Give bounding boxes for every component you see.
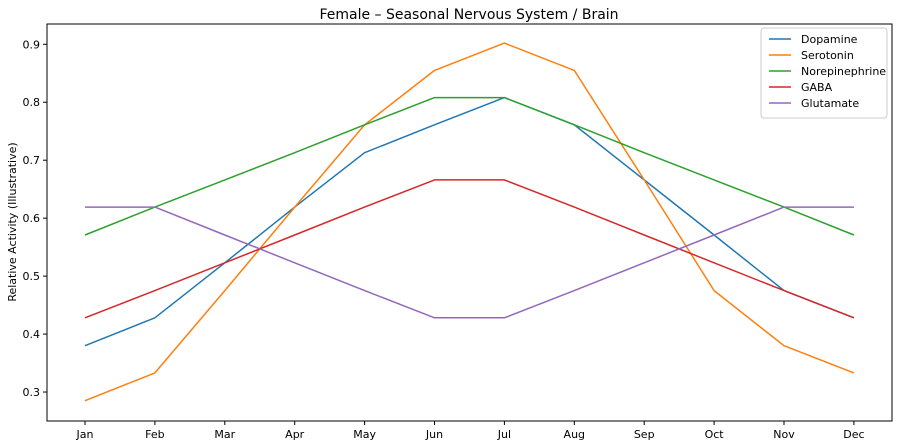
- plot-frame: [46, 23, 893, 422]
- x-tick-label: Jun: [425, 428, 443, 441]
- legend-box: [760, 27, 888, 119]
- y-tick-label: 0.9: [23, 38, 41, 51]
- series-line-gaba: [84, 179, 855, 319]
- x-tick-label: May: [353, 428, 376, 441]
- y-axis-label: Relative Activity (Illustrative): [6, 142, 19, 301]
- legend-label-serotonin: Serotonin: [801, 49, 854, 62]
- y-tick-label: 0.6: [23, 212, 41, 225]
- x-tick-label: Oct: [705, 428, 725, 441]
- chart-title: Female – Seasonal Nervous System / Brain: [319, 7, 618, 23]
- legend-label-gaba: GABA: [801, 81, 833, 94]
- series-line-dopamine: [84, 96, 855, 347]
- series-line-glutamate: [85, 206, 854, 319]
- y-axis: 0.3 0.4 0.5 0.6 0.7 0.8 0.9: [23, 38, 47, 399]
- legend-label-norepinephrine: Norepinephrine: [801, 65, 886, 78]
- x-tick-label: Apr: [285, 428, 305, 441]
- x-tick-label: Nov: [773, 428, 795, 441]
- y-tick-label: 0.7: [23, 154, 41, 167]
- x-tick-label: Mar: [214, 428, 235, 441]
- x-tick-label: Jul: [497, 428, 511, 441]
- x-tick-label: Jan: [76, 428, 94, 441]
- y-tick-label: 0.4: [23, 328, 41, 341]
- legend-label-dopamine: Dopamine: [801, 33, 858, 46]
- y-tick-label: 0.3: [23, 386, 41, 399]
- x-tick-label: Sep: [634, 428, 655, 441]
- legend-label-glutamate: Glutamate: [801, 97, 859, 110]
- x-axis: Jan Feb Mar Apr May Jun Jul Aug Sep Oct Nov Dec: [76, 421, 865, 441]
- y-tick-label: 0.8: [23, 96, 41, 109]
- x-tick-label: Feb: [145, 428, 164, 441]
- x-tick-label: Dec: [843, 428, 864, 441]
- series-line-serotonin: [84, 42, 855, 402]
- series-line-norepinephrine: [84, 96, 855, 236]
- legend: Dopamine Serotonin Norepinephrine GABA Gluta…: [760, 27, 888, 119]
- y-tick-label: 0.5: [23, 270, 41, 283]
- plot-lines: [84, 42, 855, 402]
- x-tick-label: Aug: [564, 428, 585, 441]
